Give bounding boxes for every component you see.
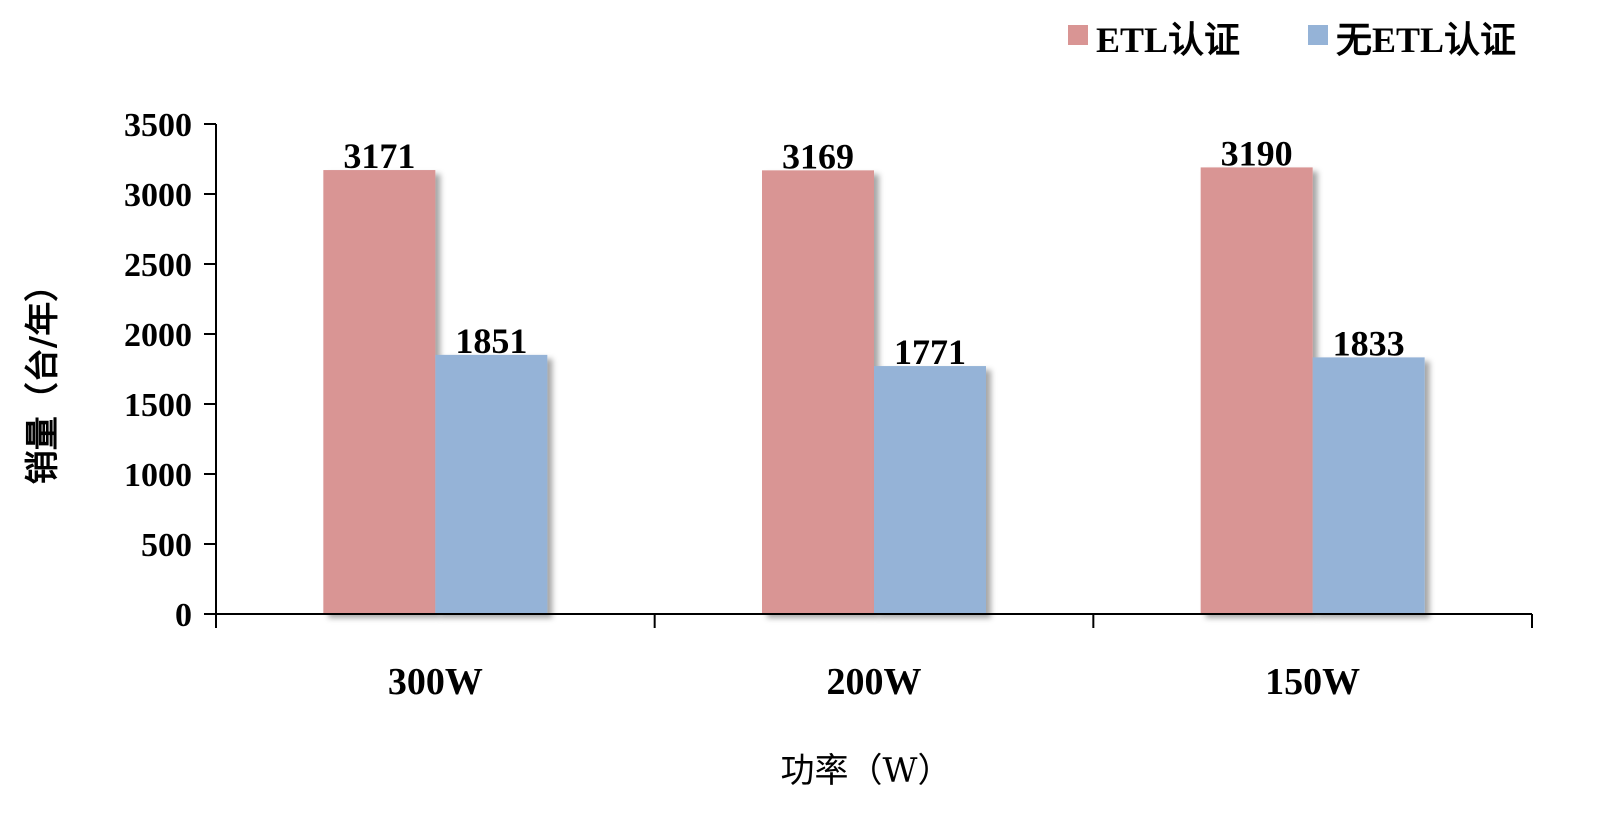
- y-tick-label: 1500: [124, 387, 192, 424]
- x-category-label: 300W: [388, 661, 483, 703]
- bar: [1312, 357, 1425, 614]
- y-tick-label: 500: [141, 527, 192, 564]
- y-tick-label: 3000: [124, 177, 192, 214]
- x-category-label: 200W: [827, 661, 922, 703]
- legend-label: ETL认证: [1096, 20, 1240, 60]
- bars: 3171 1851 3169 1771 3190 1833: [323, 133, 1425, 614]
- y-tick-label: 0: [175, 597, 192, 634]
- x-axis-title: 功率（W）: [781, 751, 952, 791]
- y-tick-label: 2000: [124, 317, 192, 354]
- y-axis-title: 销量（台/年）: [23, 268, 63, 484]
- data-label: 1833: [1333, 323, 1405, 363]
- legend-swatch: [1308, 25, 1328, 45]
- y-tick-label: 3500: [124, 107, 192, 144]
- data-label: 3190: [1221, 133, 1293, 173]
- legend-swatch: [1068, 25, 1088, 45]
- y-axis: 0 500 1000 1500 2000 2500 3000 3500: [124, 107, 217, 634]
- data-label: 3169: [782, 136, 854, 176]
- bar: [1200, 167, 1313, 614]
- y-tick-label: 2500: [124, 247, 192, 284]
- bar: [762, 170, 874, 614]
- x-axis: 300W 200W 150W: [215, 613, 1533, 703]
- axis-titles: 功率（W） 销量（台/年）: [23, 268, 951, 791]
- bar: [435, 354, 548, 614]
- bar: [323, 170, 436, 614]
- data-label: 1851: [455, 321, 527, 361]
- data-label: 3171: [343, 136, 415, 176]
- x-category-label: 150W: [1265, 661, 1360, 703]
- legend-label: 无ETL认证: [1336, 20, 1516, 60]
- data-label: 1771: [894, 332, 966, 372]
- bar: [874, 366, 986, 614]
- legend: ETL认证 无ETL认证: [1068, 20, 1516, 60]
- y-tick-label: 1000: [124, 457, 192, 494]
